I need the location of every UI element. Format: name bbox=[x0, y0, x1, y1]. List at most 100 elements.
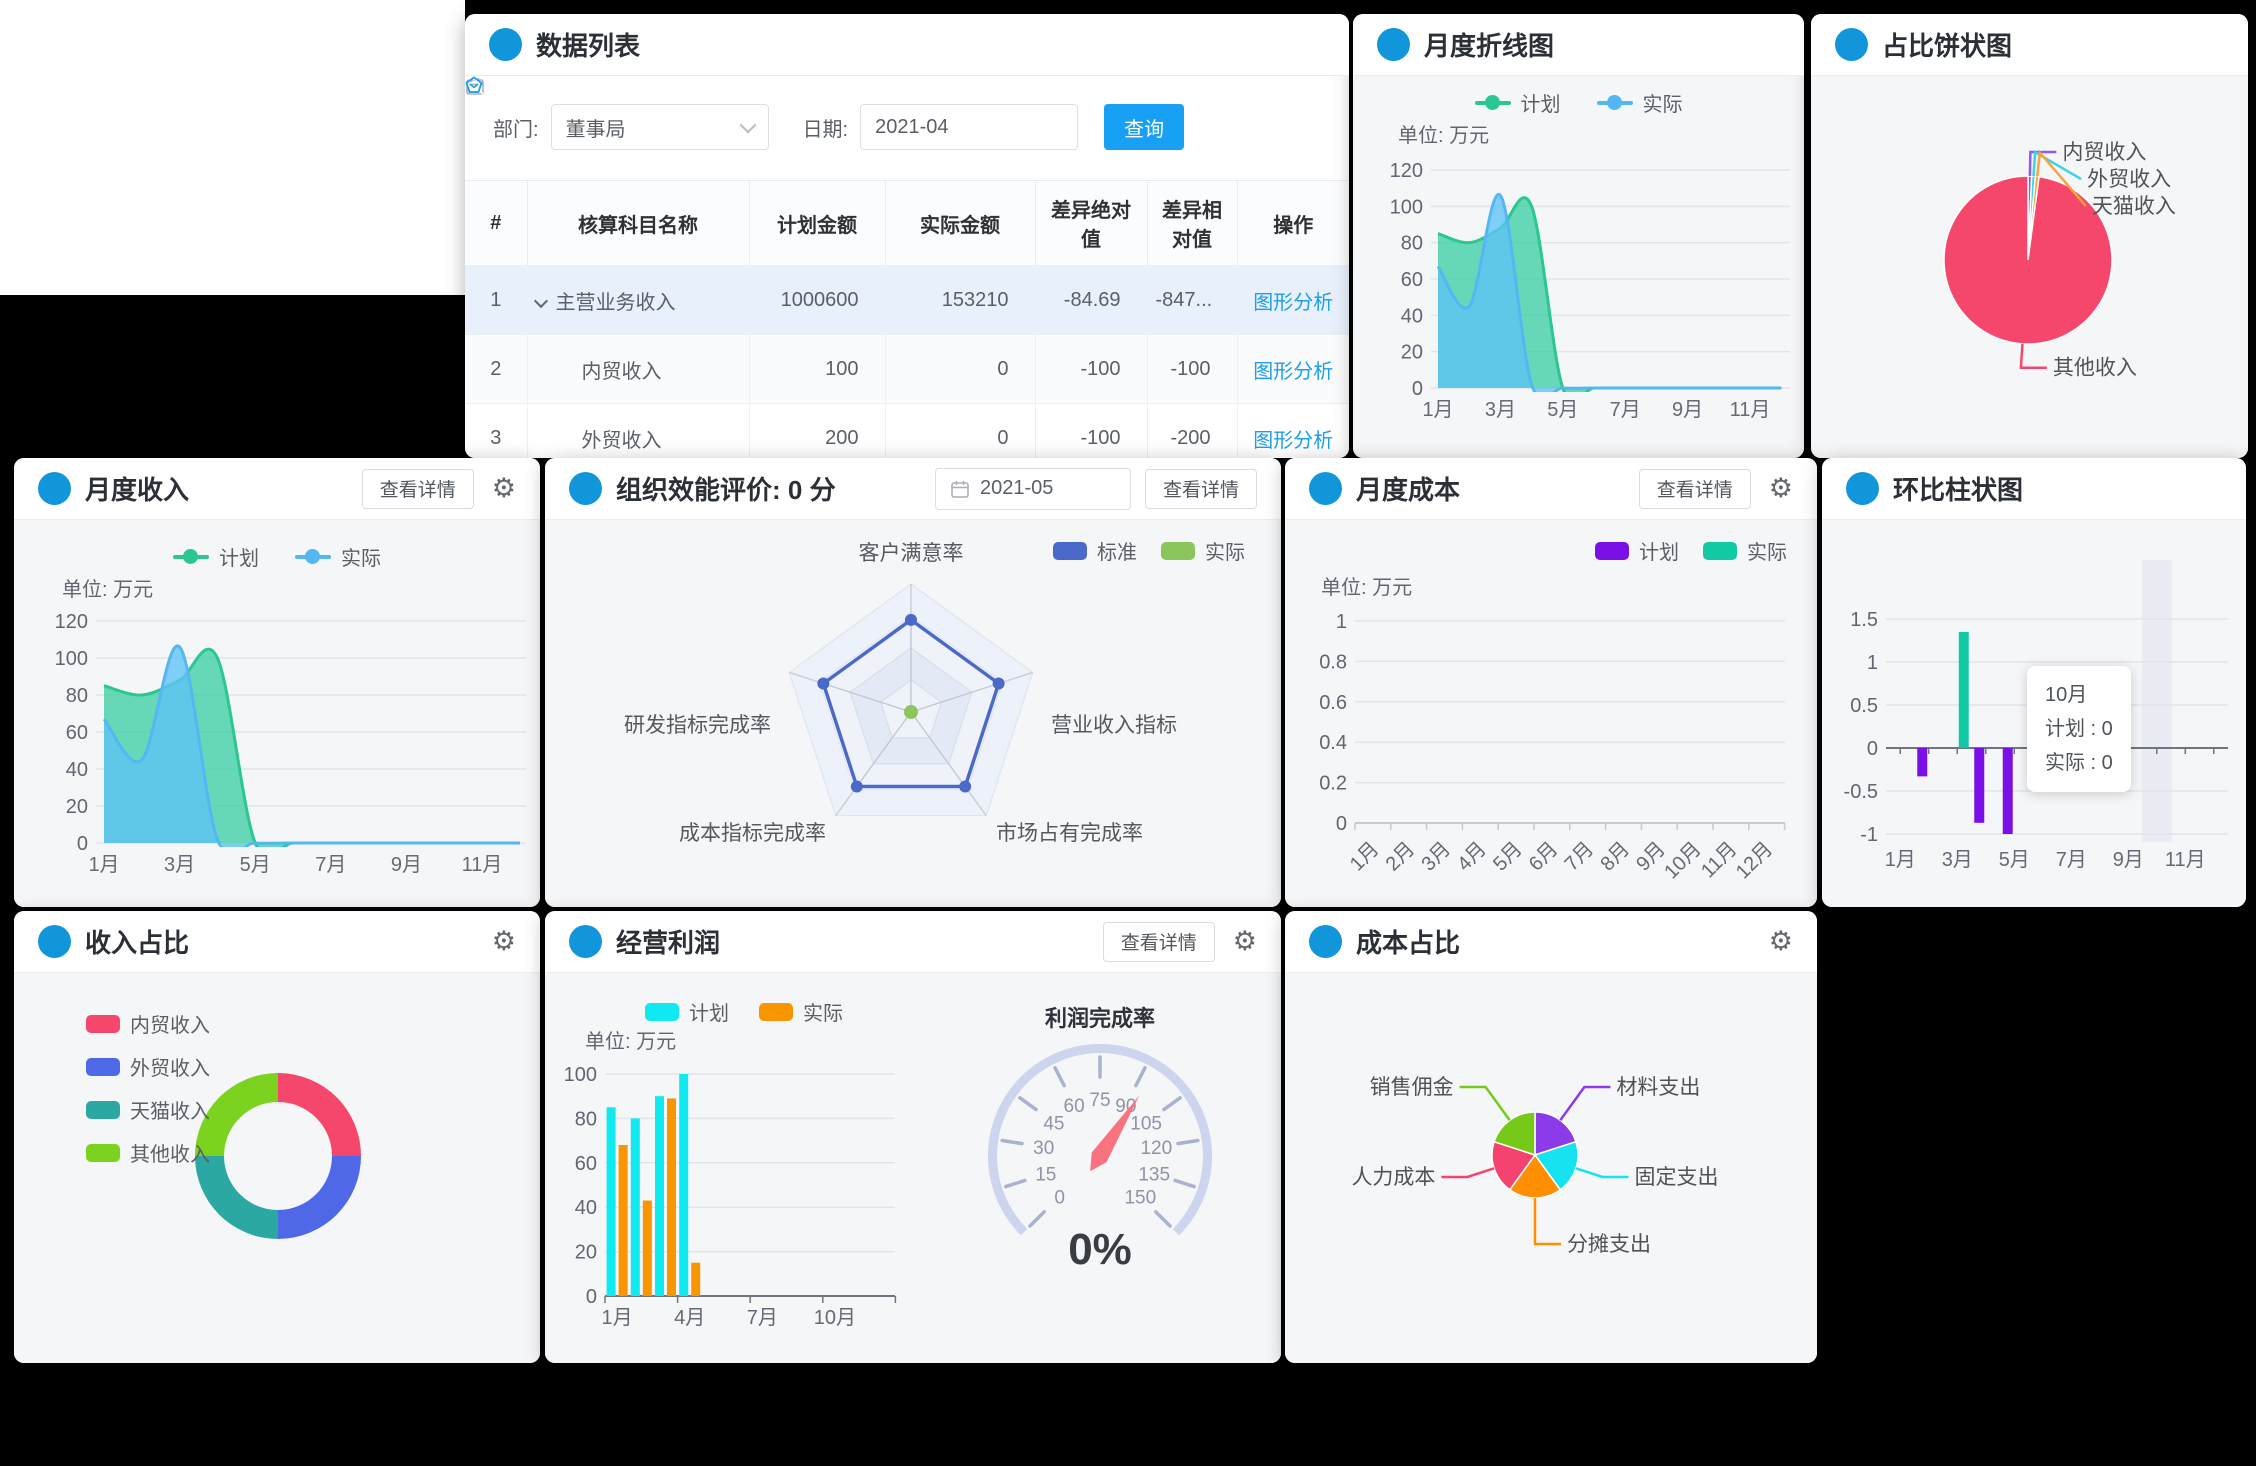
panel-title: 组织效能评价: 0 分 bbox=[616, 475, 836, 505]
svg-text:1月: 1月 bbox=[88, 854, 119, 876]
svg-text:9月: 9月 bbox=[391, 854, 422, 876]
legend-item[interactable]: 实际 bbox=[1596, 88, 1683, 117]
eval-month-picker[interactable]: 2021-05 bbox=[934, 467, 1131, 510]
svg-text:105: 105 bbox=[1130, 1113, 1162, 1134]
chart-analysis-link[interactable]: 图形分析 bbox=[465, 76, 1333, 384]
svg-text:7月: 7月 bbox=[2056, 849, 2087, 871]
svg-text:45: 45 bbox=[1043, 1113, 1064, 1134]
svg-text:11月: 11月 bbox=[462, 854, 503, 876]
legend-item[interactable]: 其他收入 bbox=[86, 1138, 210, 1167]
expand-chevron-icon[interactable] bbox=[533, 293, 548, 308]
svg-text:1月: 1月 bbox=[602, 1307, 633, 1329]
column-header: 差异绝对值 bbox=[1035, 180, 1148, 266]
view-detail-button[interactable]: 查看详情 bbox=[361, 468, 474, 509]
svg-text:11月: 11月 bbox=[1730, 399, 1771, 421]
panel-title: 成本占比 bbox=[1356, 928, 1461, 958]
chart-analysis-icon bbox=[465, 76, 483, 93]
legend-item[interactable]: 内贸收入 bbox=[86, 1009, 210, 1038]
panel-bullet-icon bbox=[1309, 472, 1342, 505]
legend-item[interactable]: 实际 bbox=[759, 997, 843, 1026]
legend-item[interactable]: 天猫收入 bbox=[86, 1095, 210, 1124]
gear-icon[interactable]: ⚙ bbox=[1768, 926, 1793, 956]
svg-text:1月: 1月 bbox=[1346, 838, 1384, 876]
legend-item[interactable]: 外贸收入 bbox=[86, 1052, 210, 1081]
calendar-icon bbox=[951, 480, 969, 498]
svg-text:0: 0 bbox=[586, 1286, 597, 1308]
svg-text:9月: 9月 bbox=[1672, 399, 1703, 421]
panel-income-share: 收入占比 ⚙ 内贸收入 外贸收入 天猫收入 其他收入 bbox=[14, 911, 540, 1363]
table-row[interactable]: 1 主营业务收入 1000600 153210 -84.69 -847... 图形分析 bbox=[465, 76, 1349, 335]
chart-analysis-link[interactable]: 图形分析 bbox=[465, 76, 1333, 453]
legend-item[interactable]: 实际 bbox=[1161, 536, 1245, 565]
svg-text:营业收入指标: 营业收入指标 bbox=[1051, 714, 1177, 737]
svg-text:成本指标完成率: 成本指标完成率 bbox=[679, 822, 826, 845]
table-row[interactable]: 2 内贸收入 100 0 -100 -100 图形分析 bbox=[465, 76, 1349, 404]
svg-text:15: 15 bbox=[1035, 1165, 1056, 1186]
svg-text:内贸收入: 内贸收入 bbox=[2062, 141, 2146, 164]
gear-icon[interactable]: ⚙ bbox=[1768, 473, 1793, 503]
svg-text:11月: 11月 bbox=[2165, 849, 2206, 871]
chart-legend: 计划 实际 bbox=[645, 997, 843, 1026]
legend-item[interactable]: 标准 bbox=[1053, 536, 1137, 565]
panel-ratio-pie-chart: 占比饼状图 内贸收入 外贸收入 天猫收入 其他收入 bbox=[1811, 14, 2248, 458]
svg-text:0.2: 0.2 bbox=[1319, 773, 1347, 795]
svg-text:7月: 7月 bbox=[1561, 838, 1599, 876]
svg-text:7月: 7月 bbox=[747, 1307, 778, 1329]
view-detail-button[interactable]: 查看详情 bbox=[1102, 921, 1215, 962]
column-header: 实际金额 bbox=[885, 180, 1036, 266]
svg-text:7月: 7月 bbox=[315, 854, 346, 876]
legend-item[interactable]: 实际 bbox=[1703, 536, 1787, 565]
svg-text:135: 135 bbox=[1138, 1165, 1170, 1186]
month-picker[interactable]: 2021-04 bbox=[466, 78, 1079, 150]
table-row[interactable]: 3 外贸收入 200 0 -100 -200 图形分析 bbox=[465, 76, 1349, 458]
svg-text:40: 40 bbox=[575, 1197, 597, 1219]
gear-icon[interactable]: ⚙ bbox=[491, 926, 516, 956]
svg-text:1: 1 bbox=[1336, 611, 1347, 633]
svg-text:10月: 10月 bbox=[814, 1307, 856, 1329]
panel-bullet-icon bbox=[569, 925, 602, 958]
svg-text:0.5: 0.5 bbox=[1850, 695, 1878, 717]
gear-icon[interactable]: ⚙ bbox=[491, 473, 516, 503]
date-label: 日期: bbox=[802, 118, 849, 141]
legend-item[interactable]: 计划 bbox=[1595, 536, 1679, 565]
svg-text:40: 40 bbox=[66, 759, 88, 781]
svg-text:40: 40 bbox=[1401, 305, 1423, 327]
svg-text:0: 0 bbox=[77, 833, 88, 855]
search-button[interactable]: 查询 bbox=[467, 78, 1185, 150]
svg-text:天猫收入: 天猫收入 bbox=[2092, 195, 2176, 218]
legend-item[interactable]: 实际 bbox=[295, 542, 381, 571]
legend-item[interactable]: 计划 bbox=[1474, 88, 1561, 117]
panel-profit: 经营利润 查看详情 ⚙ 计划 实际 利润完成率 0 20 40 60 80 100 单位: 万… bbox=[545, 911, 1281, 1363]
gear-icon[interactable]: ⚙ bbox=[1232, 926, 1257, 956]
view-detail-button[interactable]: 查看详情 bbox=[1144, 468, 1257, 509]
department-select[interactable]: 董事局 bbox=[550, 104, 769, 150]
svg-text:研发指标完成率: 研发指标完成率 bbox=[624, 714, 771, 737]
legend-item[interactable]: 计划 bbox=[645, 997, 729, 1026]
svg-text:60: 60 bbox=[1064, 1096, 1085, 1117]
svg-text:7月: 7月 bbox=[1610, 399, 1641, 421]
svg-text:4月: 4月 bbox=[674, 1307, 705, 1329]
legend-item[interactable]: 计划 bbox=[173, 542, 259, 571]
svg-text:0.8: 0.8 bbox=[1319, 651, 1347, 673]
svg-text:分摊支出: 分摊支出 bbox=[1567, 1233, 1651, 1256]
dept-label: 部门: bbox=[493, 118, 539, 141]
svg-text:11月: 11月 bbox=[1697, 838, 1741, 882]
panel-title: 月度收入 bbox=[85, 475, 190, 505]
svg-text:销售佣金: 销售佣金 bbox=[1370, 1076, 1454, 1099]
chart-legend: 内贸收入外贸收入天猫收入其他收入 bbox=[86, 1009, 210, 1167]
view-detail-button[interactable]: 查看详情 bbox=[1638, 468, 1751, 509]
panel-cost-share: 成本占比 ⚙ 材料支出 固定支出 分摊支出 人力成本 销售佣金 bbox=[1285, 911, 1817, 1363]
svg-text:5月: 5月 bbox=[1999, 849, 2030, 871]
chart-legend: 计划 实际 bbox=[1595, 536, 1787, 565]
chart-legend: 计划 实际 bbox=[14, 542, 540, 571]
svg-text:市场占有完成率: 市场占有完成率 bbox=[996, 822, 1143, 845]
svg-text:外贸收入: 外贸收入 bbox=[2087, 168, 2171, 191]
chart-analysis-link[interactable]: 图形分析 bbox=[465, 76, 1333, 315]
svg-text:单位: 万元: 单位: 万元 bbox=[1321, 576, 1412, 599]
svg-text:100: 100 bbox=[564, 1064, 597, 1086]
svg-text:12月: 12月 bbox=[1732, 838, 1777, 883]
chevron-down-icon bbox=[739, 116, 757, 133]
